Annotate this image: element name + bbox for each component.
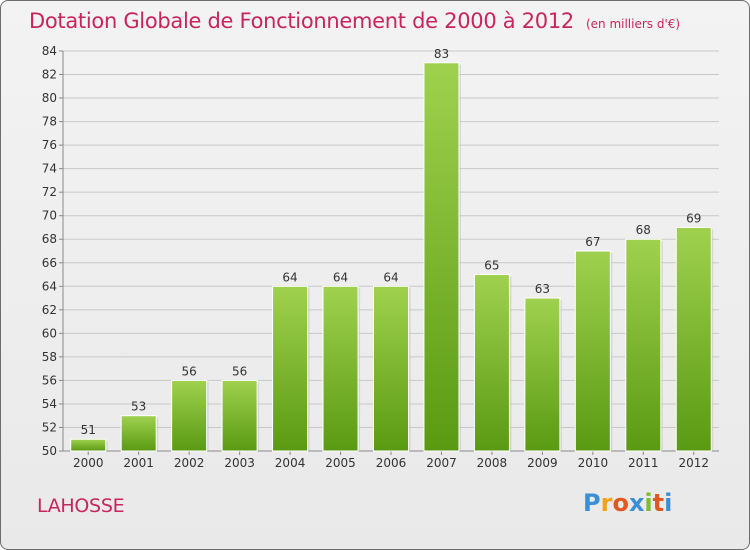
y-tick-label: 72 — [42, 185, 57, 199]
x-tick-label-2011: 2011 — [628, 456, 659, 470]
y-tick-label: 50 — [42, 444, 57, 458]
data-label-2006: 64 — [383, 270, 398, 284]
logo-letter: t — [652, 489, 665, 517]
y-tick-label: 64 — [42, 279, 57, 293]
y-tick-label: 60 — [42, 326, 57, 340]
x-tick-label-2000: 2000 — [73, 456, 104, 470]
data-label-2009: 63 — [535, 282, 550, 296]
bars — [70, 62, 714, 452]
data-label-2010: 67 — [585, 235, 600, 249]
logo-letter: P — [583, 489, 601, 517]
data-label-2012: 69 — [686, 211, 701, 225]
data-label-2003: 56 — [232, 364, 247, 378]
y-tick-label: 58 — [42, 350, 57, 364]
y-tick-label: 80 — [42, 91, 57, 105]
bar-2007 — [423, 62, 460, 452]
x-tick-label-2007: 2007 — [426, 456, 457, 470]
data-label-2011: 68 — [636, 223, 651, 237]
data-label-2005: 64 — [333, 270, 348, 284]
bar-2008 — [473, 274, 510, 452]
y-tick-label: 68 — [42, 232, 57, 246]
commune-name: LAHOSSE — [37, 495, 125, 517]
y-tick-label: 82 — [42, 68, 57, 82]
x-tick-label-2005: 2005 — [325, 456, 356, 470]
chart-title: Dotation Globale de Fonctionnement de 20… — [29, 9, 574, 33]
logo-letter: r — [600, 489, 613, 517]
logo-letter: x — [628, 489, 645, 517]
x-tick-label-2002: 2002 — [174, 456, 205, 470]
x-tick-label-2003: 2003 — [224, 456, 255, 470]
data-label-2000: 51 — [81, 423, 96, 437]
logo-letter: o — [612, 489, 629, 517]
data-label-2004: 64 — [282, 270, 297, 284]
bar-2009 — [524, 297, 561, 452]
x-tick-label-2004: 2004 — [275, 456, 306, 470]
y-tick-label: 76 — [42, 138, 57, 152]
data-label-2008: 65 — [484, 259, 499, 273]
logo-letter: i — [644, 489, 653, 517]
y-tick-label: 84 — [42, 44, 57, 58]
x-tick-label-2009: 2009 — [527, 456, 558, 470]
data-label-2007: 83 — [434, 47, 449, 61]
bar-2001 — [120, 415, 157, 452]
proxiti-logo: Proxiti — [583, 489, 672, 517]
x-tick-label-2006: 2006 — [376, 456, 407, 470]
title-row: Dotation Globale de Fonctionnement de 20… — [29, 9, 680, 33]
bar-2006 — [373, 285, 409, 452]
y-tick-label: 70 — [42, 209, 57, 223]
y-tick-label: 62 — [42, 303, 57, 317]
labels: 51 2000 53 2001 56 2002 56 2003 64 2004 64 2005 64 20… — [73, 47, 709, 470]
x-tick-label-2012: 2012 — [678, 456, 709, 470]
data-label-2001: 53 — [131, 400, 146, 414]
x-tick-label-2010: 2010 — [578, 456, 609, 470]
y-tick-label: 78 — [42, 115, 57, 129]
y-tick-label: 52 — [42, 420, 57, 434]
y-tick-label: 74 — [42, 162, 57, 176]
y-tick-label: 56 — [42, 373, 57, 387]
bar-2010 — [574, 250, 611, 452]
bar-2003 — [221, 379, 258, 452]
chart-subtitle: (en milliers d'€) — [585, 17, 681, 31]
x-tick-label-2001: 2001 — [123, 456, 154, 470]
bar-2002 — [171, 379, 208, 452]
y-tick-label: 54 — [42, 397, 57, 411]
bar-2005 — [322, 285, 359, 452]
logo-letter: i — [664, 489, 673, 517]
bar-2012 — [675, 226, 712, 452]
data-label-2002: 56 — [182, 364, 197, 378]
bar-2004 — [272, 285, 309, 452]
y-tick-label: 66 — [42, 256, 57, 270]
bar-2011 — [625, 238, 662, 452]
bar-2000 — [70, 438, 107, 452]
x-tick-label-2008: 2008 — [477, 456, 508, 470]
